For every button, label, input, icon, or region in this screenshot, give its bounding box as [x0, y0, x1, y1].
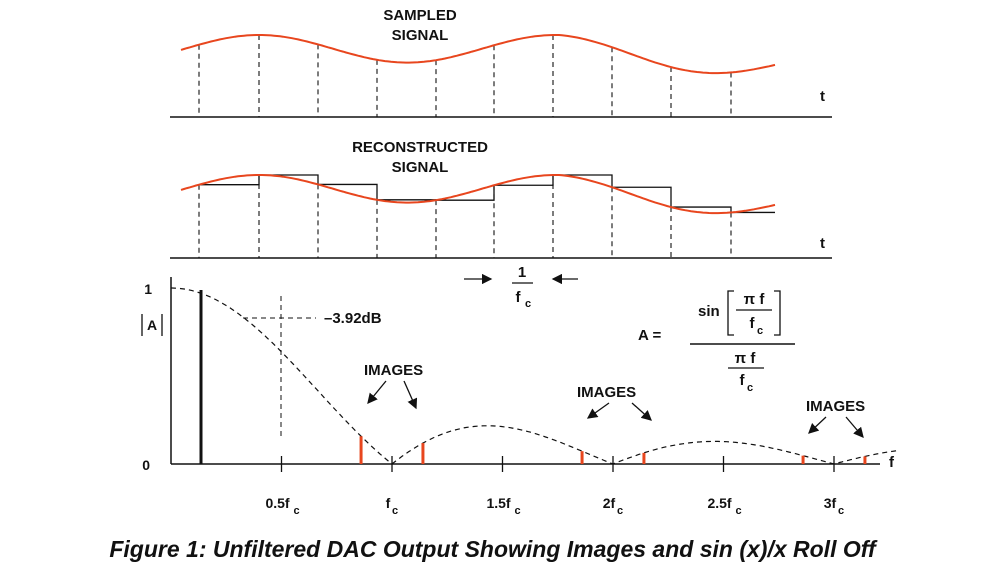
top-t-label: t [820, 88, 825, 105]
frequency-tick-labels: 0.5f c f c 1.5f c 2f c 2.5f c 3f c [265, 495, 844, 517]
reconstructed-signal-panel: RECONSTRUCTED SIGNAL t [170, 139, 832, 259]
frequency-tick-label: 0.5f [265, 495, 289, 511]
top-sample-lines [198, 35, 732, 117]
formula-inner-den-sub: c [757, 325, 763, 337]
frequency-tick-label: 3f [824, 495, 837, 511]
images-arrow-1a [367, 380, 387, 405]
formula-inner-den: f [750, 315, 756, 332]
images-arrow-3b [845, 416, 864, 438]
sampled-label-line2: SIGNAL [392, 27, 449, 44]
figure-caption: Figure 1: Unfiltered DAC Output Showing … [109, 536, 876, 562]
images-label-2: IMAGES [577, 384, 636, 401]
period-numerator: 1 [518, 264, 526, 281]
frequency-tick-label: f [386, 495, 391, 511]
frequency-tick-sub: c [617, 505, 623, 517]
y-tick-one: 1 [144, 281, 152, 297]
formula-den-den-sub: c [747, 382, 753, 394]
sampled-label-line1: SAMPLED [383, 7, 457, 24]
images-arrow-3a [808, 416, 827, 434]
middle-sample-lines [198, 175, 732, 258]
formula-den-num: π f [735, 350, 757, 367]
formula-bracket-left [727, 290, 734, 336]
y-axis-label: A [147, 317, 157, 333]
sampled-signal-panel: SAMPLED SIGNAL t [170, 7, 832, 118]
sampled-signal-curve [180, 34, 776, 75]
frequency-tick-label: 2f [603, 495, 616, 511]
period-denominator-sub: c [525, 298, 531, 310]
formula-inner-num: π f [744, 291, 766, 308]
period-denominator: f [516, 289, 522, 306]
sinc-formula: A = sin π f f c π f f c [638, 290, 795, 394]
frequency-tick-sub: c [736, 505, 742, 517]
images-arrow-2b [631, 402, 652, 421]
reconstructed-label-line1: RECONSTRUCTED [352, 139, 488, 156]
images-arrow-1b [403, 380, 418, 410]
reconstructed-signal-curve [180, 174, 776, 215]
frequency-tick-sub: c [515, 505, 521, 517]
frequency-tick-label: 2.5f [707, 495, 731, 511]
db-label: –3.92dB [324, 310, 382, 327]
sample-period-marker: 1 f c [464, 264, 578, 310]
frequency-ticks [280, 456, 835, 472]
reconstructed-label-line2: SIGNAL [392, 159, 449, 176]
frequency-tick-sub: c [294, 505, 300, 517]
images-arrow-2a [586, 402, 610, 419]
zero-order-hold-staircase [199, 174, 775, 214]
middle-t-label: t [820, 235, 825, 252]
formula-bracket-right [774, 290, 781, 336]
images-label-1: IMAGES [364, 362, 423, 379]
y-tick-zero: 0 [142, 457, 150, 473]
formula-den-den: f [740, 372, 746, 389]
frequency-tick-sub: c [838, 505, 844, 517]
formula-sin: sin [698, 303, 720, 320]
images-label-3: IMAGES [806, 398, 865, 415]
frequency-tick-sub: c [392, 505, 398, 517]
spectrum-panel: 1 0 A f 0.5f c f c 1.5f c 2f c 2.5f c 3f c –3.92dB … [141, 277, 900, 517]
sinc-envelope [171, 287, 900, 465]
image-lines [359, 436, 867, 464]
frequency-tick-label: 1.5f [486, 495, 510, 511]
formula-lhs: A = [638, 327, 661, 344]
f-axis-label: f [889, 454, 895, 471]
